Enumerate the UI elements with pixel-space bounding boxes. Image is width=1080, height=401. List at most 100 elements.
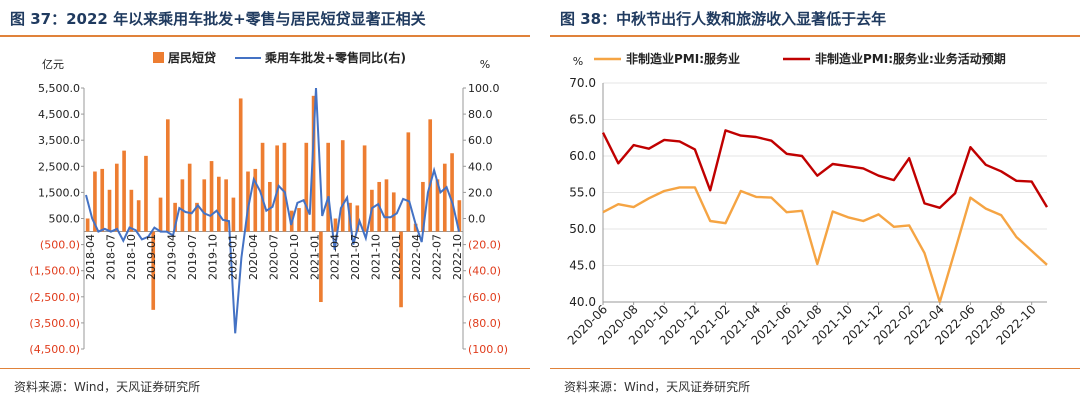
x-tick-label-left: 2021-04 [329, 234, 342, 280]
source-divider-right [550, 368, 1080, 369]
x-tick-label-left: 2022-04 [410, 234, 423, 280]
bar-residents-short-loan [442, 163, 447, 232]
x-tick-label-left: 2022-01 [390, 234, 403, 280]
y-axis-title-right: % [573, 55, 583, 68]
bar-residents-short-loan [100, 168, 105, 232]
y-tick-label-left: (500.0) [40, 239, 80, 252]
bar-residents-short-loan [268, 181, 272, 232]
y-tick-label-right: 55.0 [569, 186, 596, 200]
y2-tick-label-left: (20.0) [468, 239, 501, 252]
source-right: 资料来源：Wind，天风证券研究所 [564, 380, 751, 394]
x-tick-label-left: 2020-04 [247, 234, 260, 280]
bar-residents-short-loan [209, 161, 214, 232]
legend-swatch-bars [153, 52, 164, 63]
y-tick-label-left: (2,500.0) [29, 291, 80, 304]
bar-residents-short-loan [260, 142, 265, 232]
x-tick-label-left: 2018-04 [84, 234, 97, 280]
y-tick-label-right: 65.0 [569, 113, 596, 127]
x-tick-label-left: 2020-07 [268, 234, 281, 280]
bar-residents-short-loan [224, 179, 228, 232]
bar-residents-short-loan [158, 197, 163, 232]
bar-residents-short-loan [144, 155, 148, 232]
bar-residents-short-loan [282, 142, 287, 232]
y-tick-label-left: 5,500.0 [38, 82, 80, 95]
panel-left: 图 37：2022 年以来乘用车批发+零售与居民短贷显著正相关 (4,500.0… [0, 0, 530, 401]
bar-residents-short-loan [202, 179, 207, 232]
bar-residents-short-loan [384, 179, 389, 232]
bar-residents-short-loan [406, 132, 411, 232]
panel-right: 图 38：中秋节出行人数和旅游收入显著低于去年 40.0 45.0 50.0 55.0… [550, 0, 1080, 401]
y-tick-label-left: (3,500.0) [29, 317, 80, 330]
x-tick-label-left: 2019-10 [206, 234, 219, 280]
y2-tick-label-left: (40.0) [468, 265, 501, 278]
y2-tick-label-left: 20.0 [468, 186, 493, 199]
chart-title-left: 图 37：2022 年以来乘用车批发+零售与居民短贷显著正相关 [10, 10, 426, 28]
y-tick-label-right: 40.0 [569, 295, 596, 309]
source-divider-left [0, 368, 530, 369]
bar-residents-short-loan [151, 231, 156, 310]
x-tick-label-left: 2020-01 [227, 234, 240, 280]
legend-label-line: 乘用车批发+零售同比(右) [264, 50, 406, 65]
y2-tick-label-left: 80.0 [468, 108, 493, 121]
y-tick-label-right: 70.0 [569, 76, 596, 90]
bar-residents-short-loan [340, 140, 345, 232]
x-tick-label-left: 2018-10 [125, 234, 138, 280]
line-car-sales-yoy [85, 87, 460, 334]
bar-residents-short-loan [253, 168, 258, 232]
bar-residents-short-loan [457, 200, 462, 232]
x-tick-label-left: 2019-01 [145, 234, 158, 280]
bar-residents-short-loan [195, 202, 199, 232]
y2-tick-label-left: 0.0 [468, 213, 486, 226]
bar-residents-short-loan [362, 145, 367, 232]
y-tick-label-left: 500.0 [49, 213, 81, 226]
chart-left: (4,500.0) (3,500.0) (2,500.0) (1,500.0) (500… [29, 50, 508, 356]
bar-residents-short-loan [428, 119, 433, 232]
y-tick-label-left: 1,500.0 [38, 186, 80, 199]
bar-residents-short-loan [333, 218, 338, 232]
legend-label-pmi-expectation: 非制造业PMI:服务业:业务活动预期 [815, 51, 1006, 66]
y-tick-label-left: 3,500.0 [38, 134, 80, 147]
y-tick-label-right: 45.0 [569, 259, 596, 273]
bar-residents-short-loan [217, 176, 221, 232]
bar-residents-short-loan [122, 150, 126, 232]
bar-residents-short-loan [238, 98, 243, 232]
bar-residents-short-loan [319, 231, 323, 303]
bar-residents-short-loan [326, 142, 330, 232]
x-tick-label-left: 2021-01 [308, 234, 321, 280]
x-tick-label-left: 2019-07 [186, 234, 199, 280]
bar-residents-short-loan [173, 202, 177, 232]
y2-tick-label-left: 100.0 [468, 82, 500, 95]
x-tick-label-left: 2021-10 [369, 234, 382, 280]
bar-residents-short-loan [246, 171, 250, 232]
line-pmi-services [602, 186, 1048, 304]
bar-residents-short-loan [85, 218, 90, 232]
bar-residents-short-loan [311, 95, 316, 232]
chart-title-right: 图 38：中秋节出行人数和旅游收入显著低于去年 [560, 10, 887, 28]
legend-label-pmi-services: 非制造业PMI:服务业 [626, 51, 740, 66]
y2-tick-label-left: (60.0) [468, 291, 501, 304]
bar-residents-short-loan [391, 192, 396, 232]
source-left: 资料来源：Wind，天风证券研究所 [14, 380, 201, 394]
x-tick-label-left: 2020-10 [288, 234, 301, 280]
y-tick-label-left: (4,500.0) [29, 343, 80, 356]
bar-residents-short-loan [136, 200, 141, 232]
y-tick-label-right: 50.0 [569, 222, 596, 236]
bar-residents-short-loan [355, 205, 360, 232]
bar-residents-short-loan [231, 197, 236, 232]
bar-residents-short-loan [421, 181, 425, 232]
y-axis-title-left: 亿元 [42, 58, 64, 71]
y-tick-label-right: 60.0 [569, 149, 596, 163]
y-tick-label-left: 4,500.0 [38, 108, 80, 121]
chart-right: 40.045.050.055.060.065.070.0%2020-062020… [565, 51, 1049, 348]
x-tick-label-left: 2018-07 [104, 234, 117, 280]
x-tick-label-left: 2021-07 [349, 234, 362, 280]
x-tick-label-left: 2019-04 [166, 234, 179, 280]
bar-residents-short-loan [450, 153, 454, 232]
y-tick-label-left: 2,500.0 [38, 160, 80, 173]
x-tick-label-left: 2022-10 [451, 234, 464, 280]
bar-residents-short-loan [413, 223, 418, 232]
legend-label-bars: 居民短贷 [168, 50, 216, 65]
y-tick-label-left: (1,500.0) [29, 265, 80, 278]
bar-residents-short-loan [297, 208, 301, 232]
bar-residents-short-loan [187, 163, 192, 232]
